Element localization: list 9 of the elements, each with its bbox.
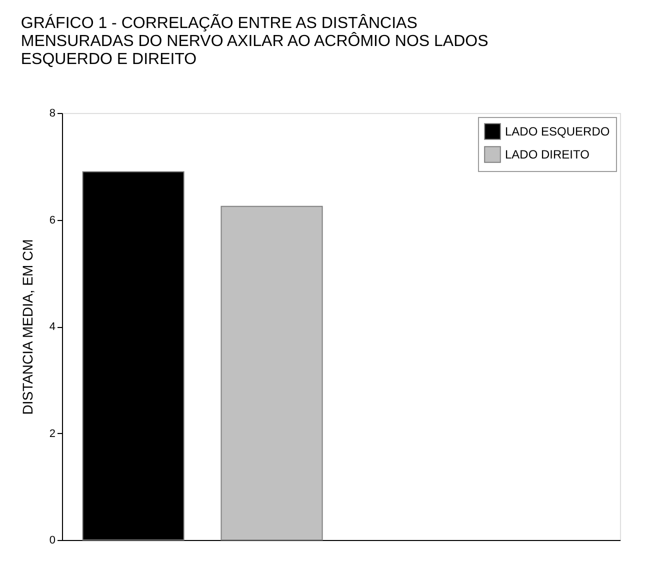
y-tick-label: 2: [49, 428, 56, 440]
y-tick-label: 6: [49, 214, 56, 226]
y-axis-title: DISTANCIA MEDIA, EM CM: [19, 239, 36, 415]
y-tick-label: 0: [49, 534, 56, 546]
legend-label: LADO ESQUERDO: [505, 124, 610, 138]
y-tick-label: 4: [49, 321, 56, 333]
chart-title: GRÁFICO 1 - CORRELAÇÃO ENTRE AS DISTÂNCIAS MENSURADAS DO NERVO AXILAR AO ACRÔMIO NOS LADOS ESQUERDO E DIREITO: [20, 13, 488, 68]
legend-label: LADO DIREITO: [505, 148, 590, 162]
y-tick-label: 8: [49, 108, 56, 120]
